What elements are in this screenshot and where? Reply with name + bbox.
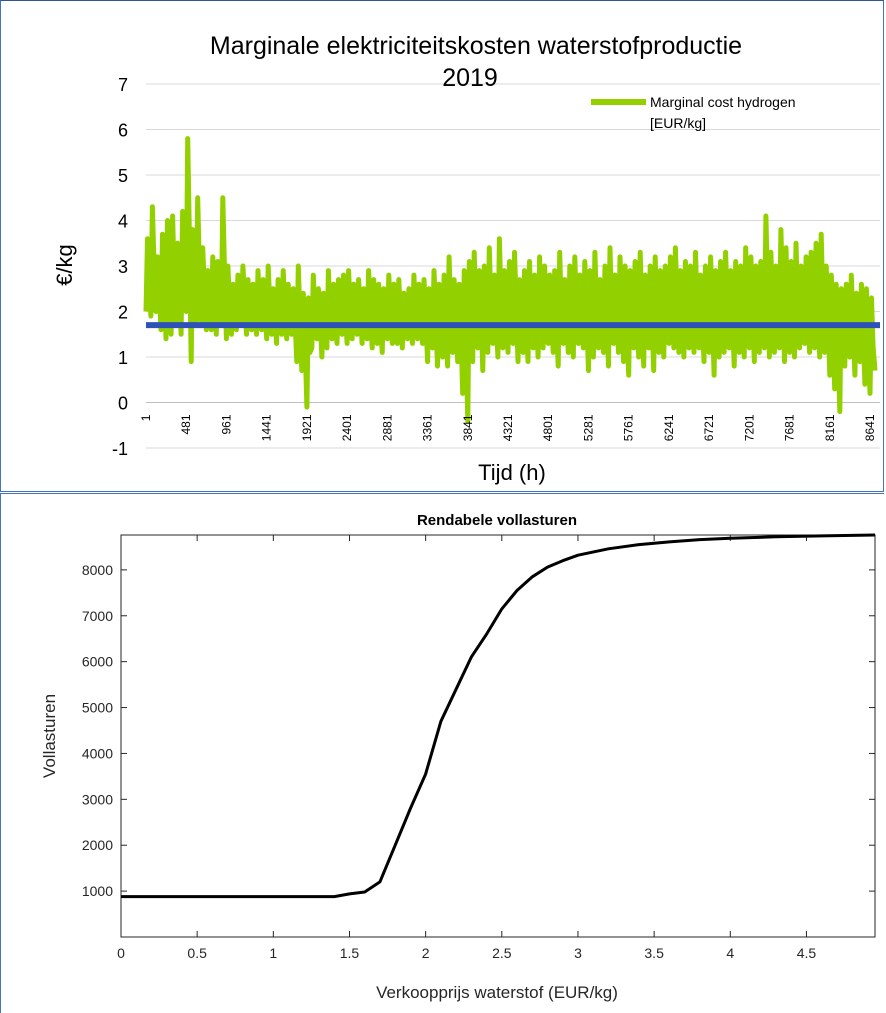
chart-1-y-axis-label: €/kg: [52, 244, 77, 286]
chart-2-x-tick-label: 0: [117, 945, 125, 961]
chart-2-x-tick-label: 4: [726, 945, 734, 961]
chart-1-y-tick-label: 0: [118, 394, 128, 414]
chart-1-frame: [0, 0, 884, 492]
chart-2-frame: [0, 493, 884, 1013]
chart-2-x-tick-labels: 0 0.5 1 1.5 2 2.5 3 3.5 4 4.5: [117, 945, 816, 961]
chart-1-y-tick-label: -1: [112, 439, 128, 459]
chart-1-x-tick-label: 1: [139, 414, 153, 421]
chart-2-y-tick-label: 8000: [82, 562, 113, 578]
chart-2-title: Rendabele vollasturen: [417, 512, 577, 529]
chart-1-y-tick-labels: -1 0 1 2 3 4 5 6 7: [112, 75, 128, 459]
chart-1-legend-label-line-2: [EUR/kg]: [650, 115, 706, 131]
chart-2: 1000 2000 3000 4000 5000 6000 7000 8000 0 0.5 1 1.…: [40, 512, 876, 1002]
chart-2-y-tick-label: 1000: [82, 883, 113, 899]
chart-2-y-tick-label: 2000: [82, 837, 113, 853]
chart-1-series: [143, 136, 880, 424]
chart-2-series: [121, 533, 876, 899]
chart-2-x-tick-label: 2.5: [492, 945, 512, 961]
chart-1-y-tick-label: 7: [118, 75, 128, 95]
chart-1-y-tick-label: 4: [118, 212, 128, 232]
chart-1-x-axis-label: Tijd (h): [478, 460, 546, 485]
chart-2-x-tick-label: 1: [269, 945, 277, 961]
chart-1-x-tick-label: 3361: [421, 414, 435, 441]
chart-1-x-tick-label: 6241: [662, 414, 676, 441]
chart-1-y-tick-label: 2: [118, 303, 128, 323]
chart-1-y-tick-label: 5: [118, 166, 128, 186]
chart-1-y-tick-label: 6: [118, 121, 128, 141]
chart-1-x-tick-label: 481: [179, 414, 193, 434]
chart-2-x-tick-label: 2: [422, 945, 430, 961]
chart-1-series-marginal-cost-line: [143, 136, 878, 424]
chart-2-x-tick-label: 1.5: [340, 945, 360, 961]
chart-1-y-tick-label: 1: [118, 348, 128, 368]
chart-1-x-tick-label: 5281: [581, 414, 595, 441]
chart-2-x-tick-label: 3.5: [644, 945, 664, 961]
chart-1-legend-label-line-1: Marginal cost hydrogen: [650, 94, 796, 110]
chart-1-title-line-1: Marginale elektriciteitskosten waterstof…: [210, 32, 742, 60]
chart-1-x-tick-label: 8161: [823, 414, 837, 441]
chart-1-y-tick-label: 3: [118, 257, 128, 277]
chart-1-x-tick-label: 7201: [742, 414, 756, 441]
chart-1-x-tick-label: 5761: [622, 414, 636, 441]
chart-2-y-tick-label: 7000: [82, 608, 113, 624]
chart-1-x-tick-label: 961: [219, 414, 233, 434]
chart-1-x-tick-label: 4321: [501, 414, 515, 441]
chart-1-x-tick-label: 1921: [300, 414, 314, 441]
chart-2-y-axis-label: Vollasturen: [40, 694, 59, 778]
chart-1-title-line-2: 2019: [442, 64, 498, 92]
chart-2-x-axis-label: Verkoopprijs waterstof (EUR/kg): [376, 983, 618, 1002]
chart-2-x-tick-label: 4.5: [797, 945, 817, 961]
chart-1-x-tick-labels: 1 481 961 1441 1921 2401 2881 3361 3841 4321 4801 5…: [139, 414, 877, 441]
chart-1-x-tick-label: 1441: [260, 414, 274, 441]
chart-2-x-tick-label: 3: [574, 945, 582, 961]
chart-2-x-tick-label: 0.5: [187, 945, 207, 961]
chart-1-x-tick-label: 8641: [863, 414, 877, 441]
chart-2-y-tick-label: 5000: [82, 700, 113, 716]
chart-1-x-tick-label: 6721: [702, 414, 716, 441]
chart-1: -1 0 1 2 3 4 5 6 7 1 481 961 1441 1921 2401 2881 3361 38…: [52, 32, 880, 485]
chart-2-y-tick-label: 3000: [82, 791, 113, 807]
chart-2-y-tick-labels: 1000 2000 3000 4000 5000 6000 7000 8000: [82, 562, 113, 899]
chart-2-tick-marks: [120, 535, 875, 937]
chart-2-series-full-load-hours-line: [121, 533, 876, 899]
chart-1-x-tick-label: 7681: [783, 414, 797, 441]
chart-1-x-tick-label: 2401: [340, 414, 354, 441]
chart-2-plot-area: [120, 534, 876, 938]
chart-1-x-tick-label: 3841: [461, 414, 475, 441]
chart-2-y-tick-label: 6000: [82, 654, 113, 670]
chart-1-x-tick-label: 2881: [380, 414, 394, 441]
chart-2-y-tick-label: 4000: [82, 745, 113, 761]
chart-1-x-tick-label: 4801: [541, 414, 555, 441]
